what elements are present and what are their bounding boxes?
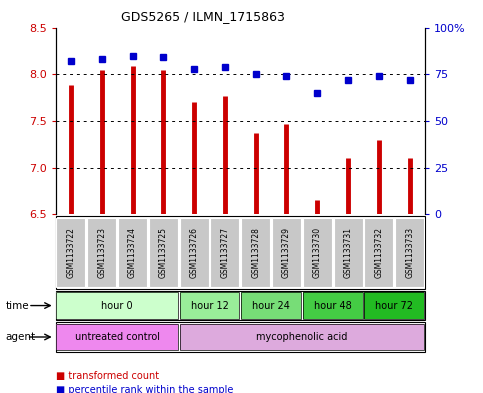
Bar — [118, 218, 147, 287]
Text: GSM1133727: GSM1133727 — [220, 227, 229, 278]
Text: time: time — [6, 301, 29, 310]
Bar — [241, 218, 270, 287]
Bar — [364, 218, 393, 287]
Bar — [303, 292, 363, 319]
Text: GSM1133731: GSM1133731 — [343, 227, 353, 278]
Bar — [149, 218, 178, 287]
Bar — [87, 218, 116, 287]
Text: hour 24: hour 24 — [252, 301, 290, 310]
Text: GSM1133728: GSM1133728 — [251, 227, 260, 278]
Text: GSM1133733: GSM1133733 — [405, 227, 414, 278]
Bar — [303, 218, 332, 287]
Text: hour 0: hour 0 — [101, 301, 133, 310]
Bar — [57, 292, 178, 319]
Text: GSM1133725: GSM1133725 — [159, 227, 168, 278]
Text: GSM1133730: GSM1133730 — [313, 227, 322, 278]
Text: ■ percentile rank within the sample: ■ percentile rank within the sample — [56, 385, 233, 393]
Text: hour 12: hour 12 — [191, 301, 228, 310]
Bar — [180, 292, 240, 319]
Bar — [57, 324, 178, 350]
Bar — [334, 218, 363, 287]
Bar — [180, 324, 424, 350]
Text: GSM1133724: GSM1133724 — [128, 227, 137, 278]
Bar — [241, 292, 301, 319]
Bar — [180, 324, 424, 350]
Bar — [303, 292, 363, 319]
Bar — [57, 292, 178, 319]
Bar — [211, 218, 240, 287]
Text: GSM1133732: GSM1133732 — [374, 227, 384, 278]
Text: GSM1133722: GSM1133722 — [67, 227, 75, 278]
Text: hour 48: hour 48 — [314, 301, 352, 310]
Text: GDS5265 / ILMN_1715863: GDS5265 / ILMN_1715863 — [121, 10, 285, 23]
Bar — [364, 292, 424, 319]
Bar — [272, 218, 301, 287]
Text: mycophenolic acid: mycophenolic acid — [256, 332, 348, 342]
Bar — [395, 218, 424, 287]
Bar — [241, 292, 301, 319]
Text: untreated control: untreated control — [75, 332, 159, 342]
Bar — [180, 218, 209, 287]
Bar — [364, 292, 424, 319]
Text: agent: agent — [6, 332, 36, 342]
Text: hour 72: hour 72 — [375, 301, 413, 310]
Text: ■ transformed count: ■ transformed count — [56, 371, 159, 381]
Text: GSM1133723: GSM1133723 — [97, 227, 106, 278]
Text: GSM1133726: GSM1133726 — [190, 227, 199, 278]
Text: GSM1133729: GSM1133729 — [282, 227, 291, 278]
Bar — [180, 292, 240, 319]
Bar — [57, 218, 85, 287]
Bar — [57, 324, 178, 350]
